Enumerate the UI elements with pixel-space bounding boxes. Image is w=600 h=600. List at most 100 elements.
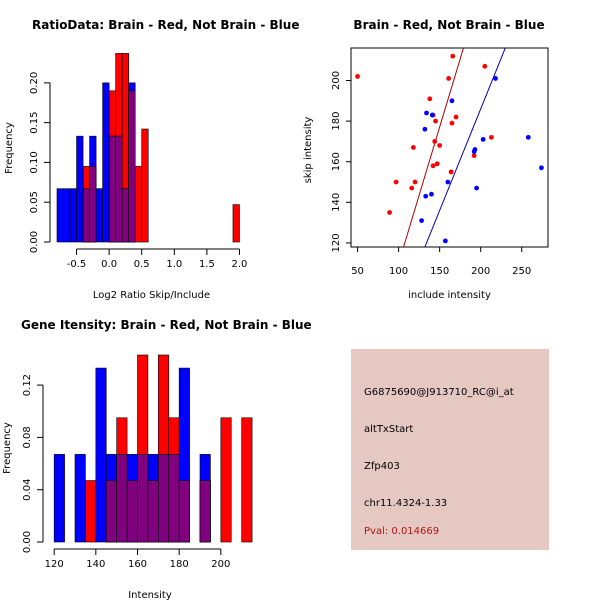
chart-3-bar-overlap [105,480,117,543]
chart-2-point-red [433,118,438,124]
chart-3-y-tick-label: 0.04 [22,479,33,501]
chart-1-y-tick-label: 0.15 [29,112,40,134]
chart-1-x-tick-label: -0.5 [67,259,87,270]
chart-1-bar-blue [102,82,110,243]
chart-2-point-red [434,161,440,167]
chart-1-bar-overlap [82,188,90,243]
chart-1-bar-blue [76,135,84,243]
chart-1-bar-overlap [108,135,116,243]
chart-3-bar-blue [74,454,86,543]
chart-2-fit-line-blue [424,48,506,247]
chart-2-title: Brain - Red, Not Brain - Blue [353,18,544,32]
chart-1-bar-red [134,166,143,243]
chart-2-point-red [410,145,416,150]
chart-2-point-red [449,120,455,126]
chart-2-point-blue [539,165,544,171]
chart-1-bar-overlap [89,166,97,243]
chart-1-x-tick-label: 0.0 [101,259,117,270]
chart-3-y-label: Frequency [2,422,13,474]
chart-3-y-tick-label: 0.12 [22,374,33,396]
chart-1-bar-blue [56,188,64,243]
chart-2-point-red [432,139,438,144]
chart-1-y-tick-label: 0.05 [29,191,40,213]
chart-2-x-label: include intensity [408,290,491,301]
probe-id: G6875690@J913710_RC@i_at [364,387,514,398]
gene-name: Zfp403 [364,461,400,472]
chart-2-point-red [471,153,477,159]
chart-2-point-red [488,134,494,140]
chart-2-point-red [427,96,433,102]
chart-2-point-red [387,210,392,215]
chart-2-point-blue [472,147,478,152]
info-panel: G6875690@J913710_RC@i_at altTxStart Zfp4… [351,349,549,550]
chart-2-point-red [393,179,399,185]
chart-3-x-tick-label: 120 [45,559,64,570]
chart-1-x-tick-label: 1.0 [166,259,182,270]
chart-2-point-red [355,74,360,79]
chart-2-point-blue [423,193,429,199]
chart-3-x-tick-label: 200 [211,559,230,570]
chart-1-bar-red [141,128,149,243]
chart-1-x-tick-label: 1.5 [199,259,215,270]
chart-2-point-red [430,163,436,169]
chart-2-y-tick-label: 200 [331,71,342,90]
chart-2-point-blue [442,238,448,244]
chart-2-point-blue [445,179,451,185]
chart-1-bar-red [232,204,240,243]
chart-3-bar-overlap [116,454,128,543]
chart-2-point-blue [419,218,424,224]
chart-1-bar-overlap [128,90,136,243]
chart-1-bar-blue [95,188,103,243]
chart-1-x-tick-label: 0.5 [134,259,150,270]
chart-1-y-label: Frequency [4,122,15,174]
chart-2-point-blue [424,110,429,116]
chart-2-y-label: skip intensity [303,117,314,184]
chart-2-point-blue [480,136,486,142]
chart-2-plot-frame [350,47,549,248]
chart-1-bar-blue [63,188,71,243]
chart-3-x-tick-label: 140 [86,559,105,570]
chart-3-x-tick-label: 180 [170,559,189,570]
chart-1-bar-blue [69,188,77,243]
chart-2-point-blue [429,191,434,197]
chart-2-point-red [409,185,415,191]
chart-2-y-tick-label: 140 [331,193,342,212]
chart-1-bar-overlap [115,135,123,243]
chart-2-y-tick-label: 120 [331,233,342,252]
chart-2-point-blue [449,98,455,104]
chart-3-bar-overlap [178,480,190,543]
chart-3-bar-overlap [147,480,159,543]
chart-3-bar-overlap [158,454,170,543]
chart-3-y-tick-label: 0.08 [22,426,33,448]
chart-3-x-label: Intensity [128,590,172,600]
chart-2-fit-line-red [403,48,464,247]
chart-3-bar-red [85,480,97,543]
event-type: altTxStart [364,424,414,435]
chart-3-bar-overlap [126,480,138,543]
chart-2-x-tick-label: 250 [512,266,531,277]
chart-3-y-tick-label: 0.00 [22,531,33,553]
chart-3-bar-red [241,417,253,543]
pval-label: Pval: 0.014669 [364,526,440,537]
chart-2-point-red [450,53,456,59]
chart-2-y-tick-label: 160 [331,152,342,171]
chart-2-point-red [448,169,454,175]
chart-2-y-tick-label: 180 [331,112,342,131]
chart-1-x-tick-label: 2.0 [232,259,248,270]
chart-1-title: RatioData: Brain - Red, Not Brain - Blue [32,18,299,32]
chart-2-x-tick-label: 200 [471,266,490,277]
chart-1-y-tick-label: 0.10 [29,151,40,173]
chart-2-point-blue [429,112,435,118]
chart-2-point-red [453,114,459,120]
chart-3-bar-overlap [168,454,180,543]
chart-2-point-blue [422,126,428,132]
chart-3-x-tick-label: 160 [128,559,147,570]
chart-2-point-red [446,76,452,81]
chart-1-x-label: Log2 Ratio Skip/Include [93,290,210,301]
chart-2-point-blue [493,76,498,81]
chart-3-bar-red [220,417,232,543]
chart-3-title: Gene Itensity: Brain - Red, Not Brain - … [21,318,312,332]
chart-2-point-red [437,143,443,148]
chart-2-point-blue [525,134,531,140]
chart-1-y-tick-label: 0.00 [29,231,40,253]
